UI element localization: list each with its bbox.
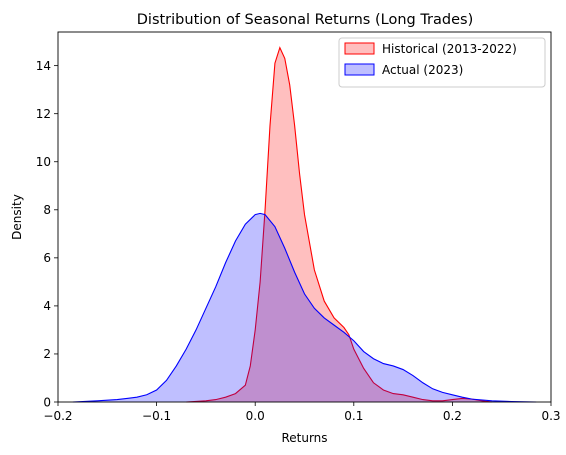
y-axis-label: Density <box>10 194 24 240</box>
legend: Historical (2013-2022) Actual (2023) <box>338 37 546 88</box>
legend-label: Historical (2013-2022) <box>382 42 517 56</box>
y-tick-label: 0 <box>43 395 51 409</box>
series-1-line <box>72 212 537 403</box>
x-tick-label: −0.2 <box>43 409 72 423</box>
y-axis: 0 2 4 6 8 10 12 14 <box>36 59 58 409</box>
series-1-fill <box>72 213 537 402</box>
y-tick-label: 6 <box>43 251 51 265</box>
legend-label: Actual (2023) <box>382 63 463 77</box>
legend-swatch <box>344 63 375 76</box>
plot-area <box>72 46 537 403</box>
legend-swatch <box>344 42 375 55</box>
y-tick-label: 2 <box>43 347 51 361</box>
y-tick-label: 8 <box>43 203 51 217</box>
series-0-fill <box>186 47 492 403</box>
x-tick-label: −0.1 <box>142 409 171 423</box>
y-tick-label: 10 <box>36 155 51 169</box>
y-tick-label: 14 <box>36 59 51 73</box>
legend-box <box>338 37 546 88</box>
plot-frame <box>57 31 552 403</box>
x-tick-label: 0.3 <box>541 409 560 423</box>
x-tick-label: 0.0 <box>246 409 265 423</box>
y-tick-label: 4 <box>43 299 51 313</box>
y-tick-label: 12 <box>36 107 51 121</box>
x-axis: −0.2 −0.1 0.0 0.1 0.2 0.3 <box>43 402 561 423</box>
chart-title: Distribution of Seasonal Returns (Long T… <box>137 12 473 28</box>
x-tick-label: 0.2 <box>443 409 462 423</box>
series-0-line <box>186 46 492 403</box>
x-tick-label: 0.1 <box>344 409 363 423</box>
x-axis-label: Returns <box>281 431 327 445</box>
